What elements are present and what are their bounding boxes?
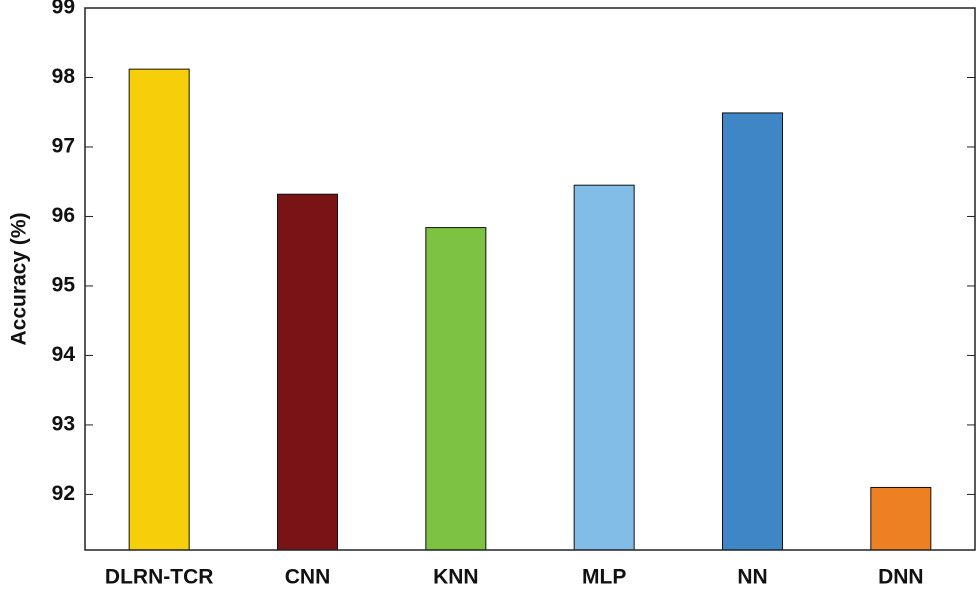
y-tick-label: 94 (52, 343, 76, 366)
y-tick-label: 96 (52, 204, 75, 227)
x-tick-label: KNN (433, 566, 479, 589)
y-tick-label: 95 (52, 273, 76, 296)
bar (425, 227, 487, 551)
bar (128, 68, 190, 551)
x-tick-label: CNN (285, 566, 331, 589)
bar (573, 184, 635, 551)
axes-box (84, 7, 976, 551)
y-tick-label: 92 (52, 482, 75, 505)
x-tick-label: MLP (582, 566, 626, 589)
x-tick-label: DLRN-TCR (105, 566, 213, 589)
bar (722, 112, 783, 551)
y-tick-label: 98 (52, 65, 76, 88)
y-tick-label: 99 (52, 0, 75, 19)
x-tick-label: DNN (878, 566, 924, 589)
y-tick-label: 97 (52, 135, 75, 158)
bar (870, 486, 932, 551)
y-axis-label: Accuracy (%) (8, 212, 31, 345)
bar (277, 193, 338, 551)
y-tick-label: 93 (52, 412, 75, 435)
x-tick-label: NN (737, 566, 767, 589)
